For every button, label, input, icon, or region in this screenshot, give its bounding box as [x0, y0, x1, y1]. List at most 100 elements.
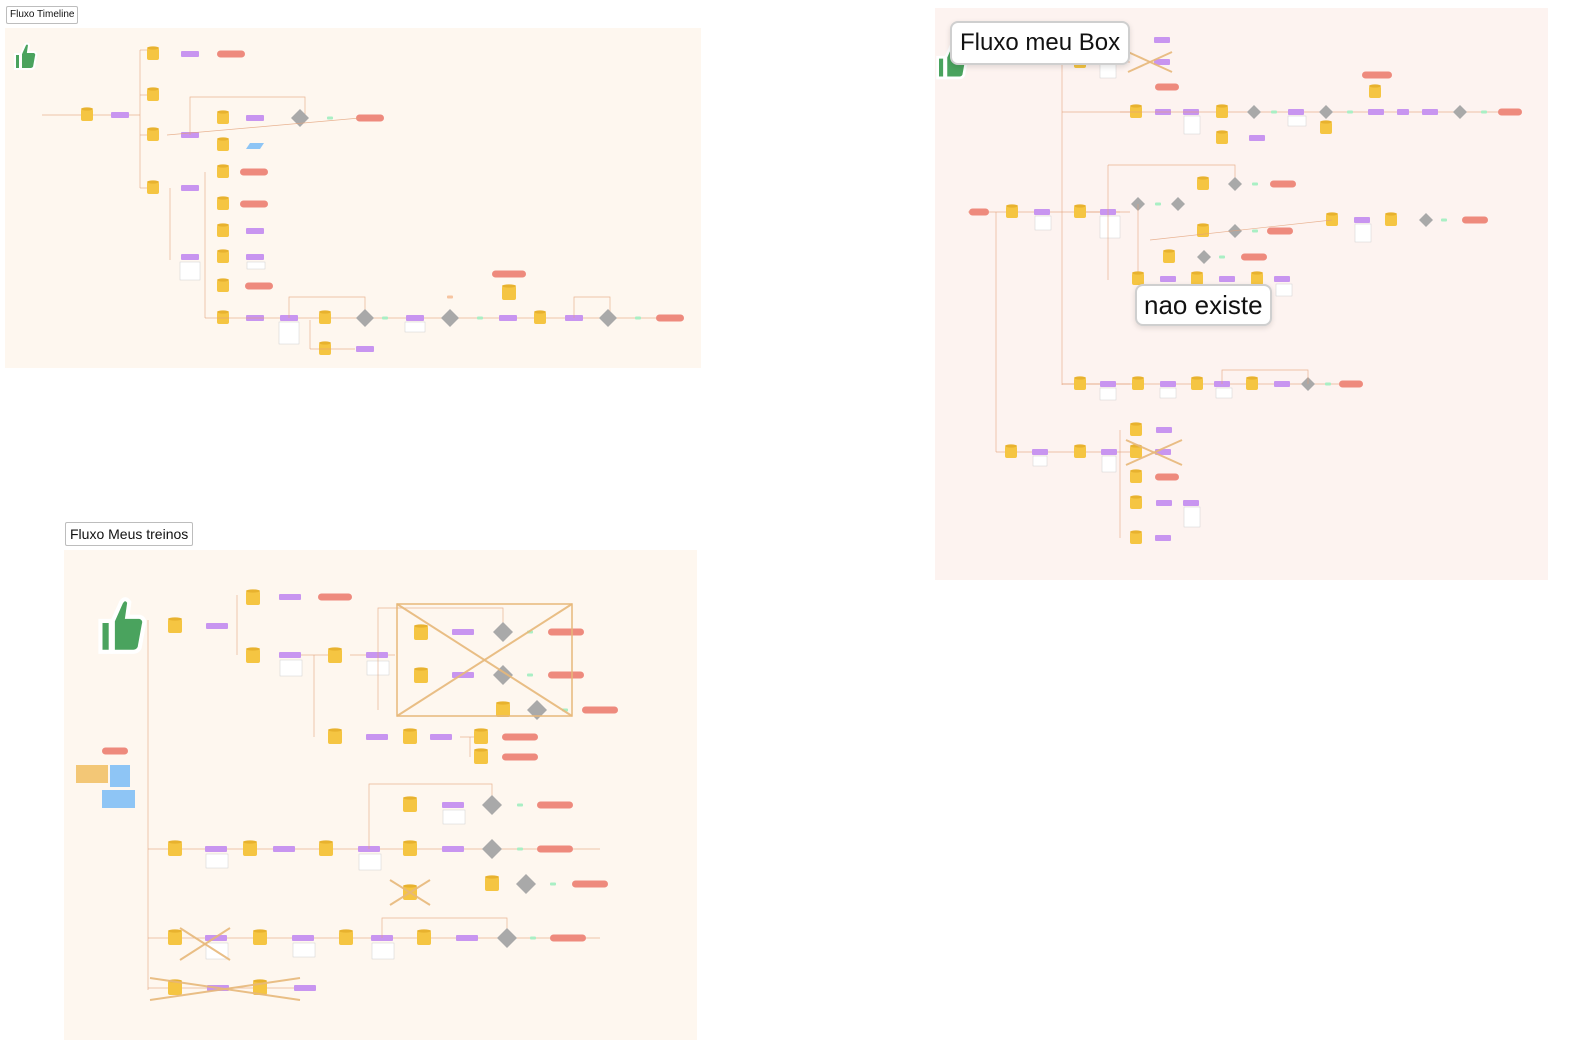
- screen-node: [1249, 135, 1265, 141]
- screen-node: [1422, 109, 1438, 115]
- database-node-top: [1191, 376, 1203, 380]
- yes-badge: [1155, 202, 1161, 206]
- database-node-top: [1074, 444, 1086, 448]
- database-node-top: [168, 929, 182, 933]
- connector-line: [1108, 164, 1236, 183]
- database-node-top: [1005, 444, 1017, 448]
- decision-node: [1228, 177, 1242, 191]
- frame-title-meu-box[interactable]: Fluxo meu Box: [950, 21, 1131, 65]
- screen-node: [1288, 109, 1304, 115]
- database-node: [147, 89, 159, 101]
- connector-line: [1149, 219, 1333, 241]
- database-node-top: [253, 979, 267, 983]
- decision-node: [291, 109, 309, 127]
- note-card: [1287, 115, 1307, 127]
- database-node: [243, 842, 257, 856]
- database-node-top: [217, 223, 229, 227]
- end-node: [492, 270, 526, 278]
- yes-badge: [517, 847, 523, 851]
- database-node: [168, 931, 182, 945]
- thumbs-up-icon: [88, 592, 150, 658]
- decision-node: [493, 665, 513, 685]
- database-node-top: [319, 310, 331, 314]
- screen-node: [292, 935, 314, 941]
- frame-timeline[interactable]: [5, 28, 701, 368]
- database-node-top: [319, 341, 331, 345]
- note-card: [1159, 387, 1177, 399]
- database-node-top: [217, 249, 229, 253]
- database-node-top: [328, 728, 342, 732]
- screen-node: [206, 623, 228, 629]
- database-node: [1216, 132, 1228, 144]
- frame-title-timeline[interactable]: Fluxo Timeline: [6, 6, 79, 24]
- screen-node: [181, 254, 199, 260]
- database-node-top: [403, 884, 417, 888]
- end-node: [240, 200, 268, 208]
- connector-line: [288, 296, 366, 318]
- database-node: [147, 182, 159, 194]
- yes-badge: [1325, 382, 1331, 386]
- database-node: [168, 981, 182, 995]
- strike-line: [389, 879, 431, 906]
- database-node: [534, 312, 546, 324]
- end-node: [550, 934, 586, 942]
- note-card: [1032, 455, 1048, 467]
- database-node: [403, 842, 417, 856]
- database-node-top: [1251, 271, 1263, 275]
- screen-node: [1219, 276, 1235, 282]
- strike-line: [149, 977, 301, 1001]
- screen-node: [1354, 217, 1370, 223]
- frame-title-meus-treinos[interactable]: Fluxo Meus treinos: [65, 522, 194, 546]
- end-node: [1155, 473, 1179, 481]
- end-node: [1155, 83, 1179, 91]
- screen-node: [273, 846, 295, 852]
- screen-node: [430, 734, 452, 740]
- database-node: [1216, 106, 1228, 118]
- screen-node: [442, 846, 464, 852]
- screen-node: [1156, 500, 1172, 506]
- database-node: [1197, 225, 1209, 237]
- database-node: [339, 931, 353, 945]
- screen-node: [366, 734, 388, 740]
- database-node: [1191, 378, 1203, 390]
- database-node-top: [1130, 495, 1142, 499]
- thumbs-up-icon: [10, 40, 38, 72]
- note-card: [1275, 283, 1293, 297]
- decision-node: [482, 839, 502, 859]
- screen-node: [1160, 381, 1176, 387]
- screen-node: [1034, 209, 1050, 215]
- database-node: [217, 198, 229, 210]
- screen-node: [1155, 535, 1171, 541]
- end-node: [969, 208, 989, 216]
- database-node: [1385, 214, 1397, 226]
- database-node: [217, 251, 229, 263]
- screen-node: [205, 846, 227, 852]
- end-node: [656, 314, 684, 322]
- database-node: [246, 649, 260, 663]
- database-node-top: [502, 284, 516, 288]
- database-node: [168, 619, 182, 633]
- database-node: [328, 649, 342, 663]
- screen-node: [452, 629, 474, 635]
- note-card: [246, 261, 266, 270]
- screen-node: [279, 652, 301, 658]
- database-node: [319, 842, 333, 856]
- note-card: [279, 659, 303, 677]
- database-node-top: [217, 278, 229, 282]
- decision-node: [493, 622, 513, 642]
- sticky-note-blue-2: [102, 790, 135, 808]
- database-node: [217, 139, 229, 151]
- screen-node: [366, 652, 388, 658]
- screen-node: [1032, 449, 1048, 455]
- database-node-top: [1130, 469, 1142, 473]
- database-node: [147, 48, 159, 60]
- strike-line: [396, 603, 573, 717]
- database-node-top: [168, 840, 182, 844]
- yes-badge: [527, 673, 533, 677]
- database-node: [417, 931, 431, 945]
- screen-node: [1397, 109, 1409, 115]
- database-node-top: [217, 310, 229, 314]
- screen-node: [279, 594, 301, 600]
- database-node-top: [1132, 271, 1144, 275]
- database-node-top: [243, 840, 257, 844]
